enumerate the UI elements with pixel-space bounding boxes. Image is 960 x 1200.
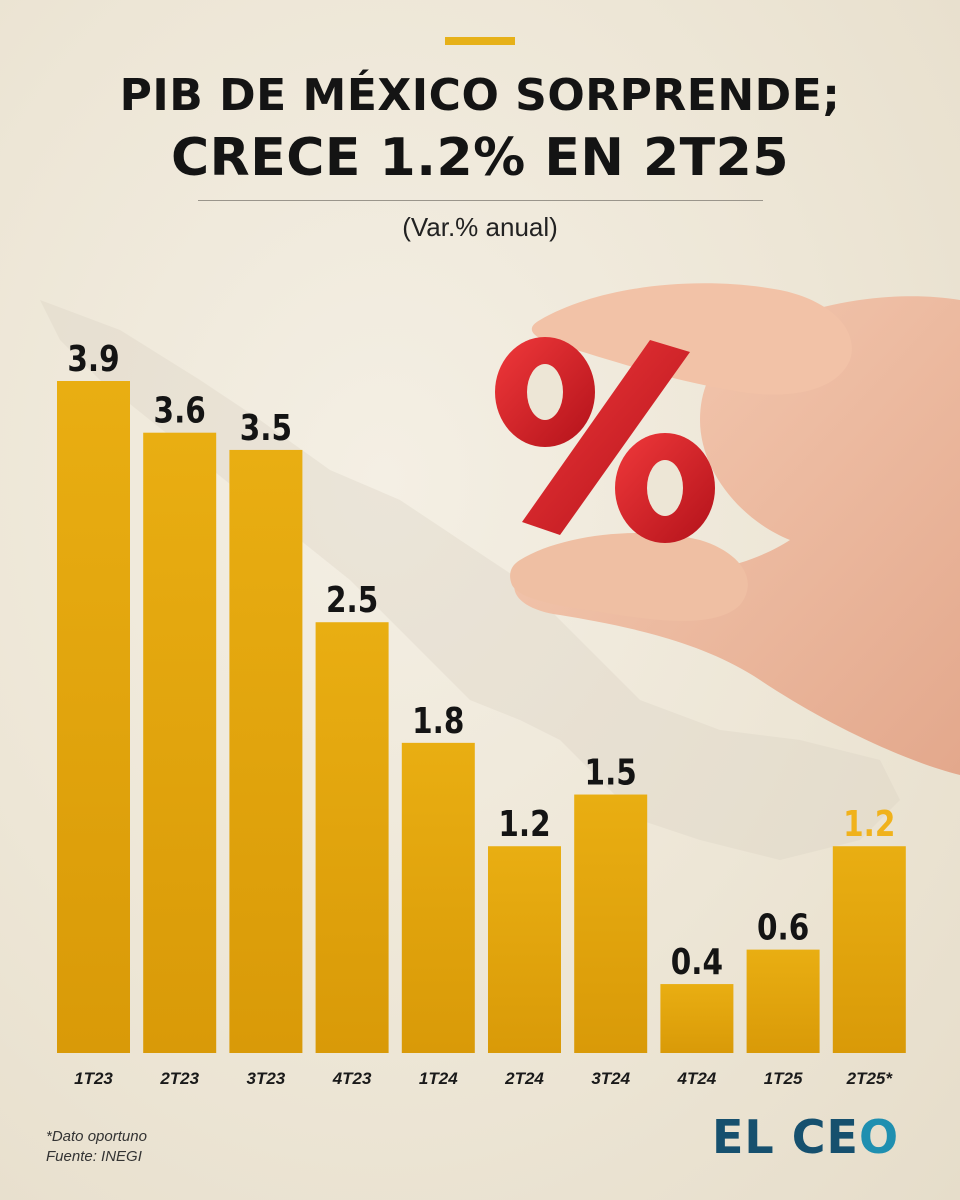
bar-3T24 bbox=[574, 794, 648, 1053]
value-label-1T23: 3.9 bbox=[67, 337, 119, 380]
value-label-4T23: 2.5 bbox=[326, 578, 378, 621]
category-label-1T23: 1T23 bbox=[74, 1069, 113, 1088]
value-label-1T24: 1.8 bbox=[412, 699, 464, 742]
footnote-source: Fuente: INEGI bbox=[46, 1148, 142, 1165]
category-label-1T24: 1T24 bbox=[419, 1069, 458, 1088]
bar-4T23 bbox=[315, 622, 389, 1053]
category-label-4T24: 4T24 bbox=[677, 1069, 717, 1088]
value-label-3T23: 3.5 bbox=[240, 406, 292, 449]
category-label-1T25: 1T25 bbox=[764, 1069, 803, 1088]
bar-2T24 bbox=[488, 846, 561, 1053]
header-accent-bar bbox=[445, 37, 515, 45]
logo-o-ring: O bbox=[858, 1110, 900, 1164]
value-label-1T25: 0.6 bbox=[757, 906, 809, 949]
bar-1T24 bbox=[401, 742, 475, 1053]
bar-3T23 bbox=[229, 449, 303, 1053]
category-label-2T24: 2T24 bbox=[504, 1069, 544, 1088]
bar-4T24 bbox=[660, 984, 734, 1053]
value-label-2T24: 1.2 bbox=[498, 802, 550, 845]
bar-1T25 bbox=[746, 949, 820, 1053]
percent-symbol-icon bbox=[495, 337, 715, 543]
category-label-3T24: 3T24 bbox=[591, 1069, 630, 1088]
bar-2T23 bbox=[143, 432, 217, 1053]
title-line-2: CRECE 1.2% EN 2T25 bbox=[171, 128, 789, 188]
bar-2T25* bbox=[832, 846, 906, 1053]
value-label-2T23: 3.6 bbox=[154, 389, 206, 432]
logo-text: EL CE bbox=[712, 1110, 859, 1164]
category-label-2T25*: 2T25* bbox=[846, 1069, 894, 1088]
title-divider bbox=[198, 200, 763, 201]
title-line-1: PIB DE MÉXICO SORPRENDE; bbox=[119, 70, 841, 121]
category-label-4T23: 4T23 bbox=[332, 1069, 372, 1088]
hand-icon bbox=[514, 296, 960, 775]
value-label-2T25*: 1.2 bbox=[843, 802, 895, 845]
value-label-4T24: 0.4 bbox=[671, 940, 723, 983]
value-label-3T24: 1.5 bbox=[585, 751, 637, 794]
bar-1T23 bbox=[57, 381, 130, 1053]
el-ceo-logo: EL CEO bbox=[712, 1110, 899, 1164]
category-label-2T23: 2T23 bbox=[159, 1069, 199, 1088]
footnote-preliminary: *Dato oportuno bbox=[46, 1128, 147, 1145]
category-label-3T23: 3T23 bbox=[247, 1069, 286, 1088]
chart-subtitle: (Var.% anual) bbox=[402, 212, 558, 242]
